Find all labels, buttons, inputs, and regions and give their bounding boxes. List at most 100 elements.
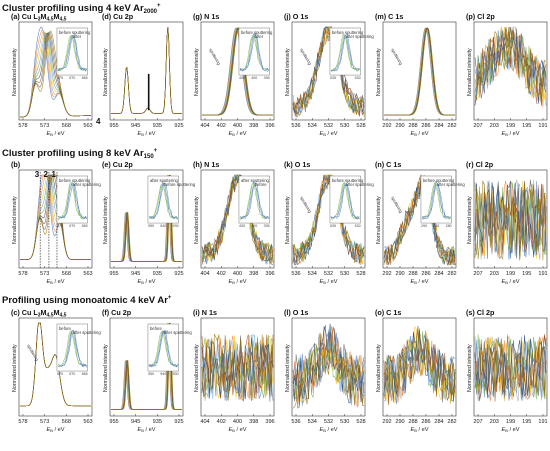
x-tick-label: 568 [62, 271, 71, 277]
title-part: (a) Cu L [11, 12, 38, 21]
x-tick-label: 532 [324, 419, 333, 425]
x-label-unit: / eV [417, 279, 429, 285]
inset-label: after sputtering [150, 178, 179, 183]
y-axis-label: Normalized intensity [285, 196, 291, 244]
y-axis-label: Normalized intensity [285, 344, 291, 392]
inset-label: before sputtering [423, 178, 455, 183]
inset-label: after sputtering [346, 182, 375, 187]
series-line [19, 30, 92, 118]
series-line [201, 174, 274, 266]
inset-tick-label: 280 [446, 224, 452, 228]
inset-tick-label: 575 [57, 224, 63, 228]
series-line [383, 174, 456, 266]
x-label-unit: / eV [235, 279, 247, 285]
x-tick-label: 207 [473, 271, 482, 277]
x-label-e: E [411, 279, 415, 285]
x-label-unit: / eV [508, 427, 520, 433]
x-tick-label: 935 [153, 123, 162, 129]
x-tick-label: 945 [131, 271, 140, 277]
sputtering-annotation: sputtering [299, 47, 313, 66]
inset-frame [56, 175, 88, 224]
x-label-unit: / eV [53, 427, 65, 433]
inset-tick-label: 395 [264, 224, 270, 228]
panel-title-o: (o) C 1s [375, 308, 401, 317]
inset-tick-label: 930 [173, 372, 179, 376]
y-axis-label: Normalized intensity [467, 344, 473, 392]
x-axis-label: EB / eV [229, 279, 247, 285]
inset-tick-label: 940 [160, 372, 166, 376]
inset-tick-label: 405 [239, 224, 245, 228]
title-part: M [41, 308, 47, 317]
x-tick-label: 288 [408, 123, 417, 129]
x-tick-label: 528 [356, 271, 365, 277]
sputtering-annotation: sputtering [390, 47, 404, 66]
x-tick-label: 286 [421, 419, 430, 425]
x-tick-label: 528 [356, 419, 365, 425]
inset-series [148, 329, 178, 368]
panel-title-m: (m) C 1s [375, 12, 403, 21]
series-line [201, 333, 274, 401]
x-tick-label: 528 [356, 123, 365, 129]
x-tick-label: 955 [109, 271, 118, 277]
x-label-e: E [229, 427, 233, 433]
title-part: (j) O 1s [284, 12, 308, 21]
x-axis-label: EB / eV [229, 131, 247, 137]
panel-o: (o) C 1s Normalized intensity 292 290 288 286… [375, 308, 457, 433]
x-label-b: B [323, 280, 326, 285]
y-axis-label: Normalized intensity [376, 48, 382, 96]
inset-series [57, 329, 87, 368]
x-label-unit: / eV [508, 279, 520, 285]
x-axis-label: EB / eV [138, 427, 156, 433]
panel-title-h: (h) N 1s [193, 160, 219, 169]
x-label-unit: / eV [508, 131, 520, 137]
inset-series [239, 33, 269, 72]
x-tick-label: 536 [291, 419, 300, 425]
x-tick-label: 398 [249, 123, 258, 129]
x-label-e: E [229, 131, 233, 137]
x-tick-label: 536 [291, 271, 300, 277]
inset-tick-label: 530 [355, 224, 361, 228]
panel-j: (j) O 1s Normalized intensity 536 534 532 530… [284, 12, 374, 137]
series-line [292, 26, 365, 115]
x-label-e: E [411, 131, 415, 137]
x-tick-label: 396 [265, 271, 274, 277]
x-tick-label: 935 [153, 419, 162, 425]
series-line [292, 323, 365, 404]
x-tick-label: 578 [18, 271, 27, 277]
x-tick-label: 203 [490, 123, 499, 129]
section-title-2: Cluster profiling using 8 keV Ar150+ [2, 148, 158, 160]
x-label-e: E [138, 131, 142, 137]
plot-frame [382, 21, 457, 121]
x-axis-label: EB / eV [320, 279, 338, 285]
title-part: (o) C 1s [375, 308, 401, 317]
title-part: (m) C 1s [375, 12, 403, 21]
x-label-b: B [323, 132, 326, 137]
inset-series [421, 180, 451, 219]
title-part: 3 [38, 17, 41, 23]
peak-marker-label: 3 [35, 170, 40, 179]
x-tick-label: 530 [340, 419, 349, 425]
x-axis-label: EB / eV [411, 427, 429, 433]
peak-marker-label: 4 [96, 117, 101, 126]
y-axis-label: Normalized intensity [467, 196, 473, 244]
inset-series [57, 331, 87, 367]
x-axis-label: EB / eV [502, 131, 520, 137]
x-tick-label: 400 [233, 419, 242, 425]
x-label-e: E [229, 279, 233, 285]
x-label-unit: / eV [53, 279, 65, 285]
title-part: (s) Cl 2p [466, 308, 495, 317]
inset-tick-label: 565 [82, 224, 88, 228]
x-label-unit: / eV [144, 131, 156, 137]
inset-series [330, 33, 360, 72]
y-axis-label: Normalized intensity [103, 344, 109, 392]
x-axis-label: EB / eV [47, 131, 65, 137]
x-tick-label: 195 [522, 123, 531, 129]
title-part: (k) O 1s [284, 160, 310, 169]
series-line [474, 26, 547, 106]
x-label-b: B [50, 132, 53, 137]
title-part: 4,5 [47, 313, 54, 319]
title-part: 4,5 [47, 17, 54, 23]
x-tick-label: 288 [408, 419, 417, 425]
